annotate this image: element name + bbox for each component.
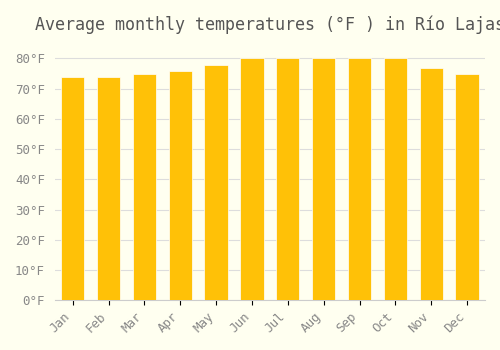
Bar bbox=[168, 71, 192, 300]
Bar bbox=[384, 58, 407, 300]
Bar bbox=[276, 58, 299, 300]
Bar bbox=[456, 74, 478, 300]
Bar bbox=[204, 64, 228, 300]
Bar bbox=[240, 58, 264, 300]
Bar bbox=[420, 68, 443, 300]
Bar bbox=[132, 74, 156, 300]
Title: Average monthly temperatures (°F ) in Río Lajas: Average monthly temperatures (°F ) in Rí… bbox=[35, 15, 500, 34]
Bar bbox=[312, 58, 336, 300]
Bar bbox=[61, 77, 84, 300]
Bar bbox=[97, 77, 120, 300]
Bar bbox=[348, 58, 371, 300]
